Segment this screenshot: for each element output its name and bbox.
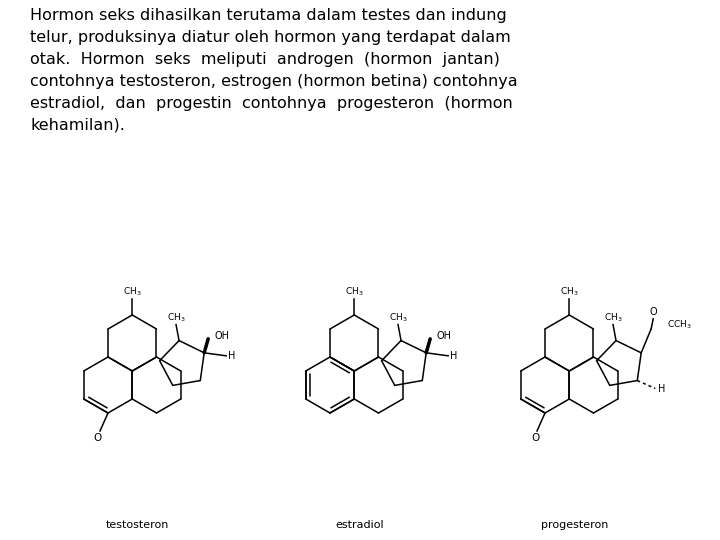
Text: OH: OH	[437, 331, 451, 341]
Text: H: H	[228, 351, 236, 361]
Text: CCH$_3$: CCH$_3$	[667, 319, 692, 331]
Text: O: O	[531, 433, 539, 443]
Text: Hormon seks dihasilkan terutama dalam testes dan indung
telur, produksinya diatu: Hormon seks dihasilkan terutama dalam te…	[30, 8, 518, 133]
Text: H: H	[657, 383, 665, 394]
Text: CH$_3$: CH$_3$	[389, 312, 408, 324]
Text: CH$_3$: CH$_3$	[345, 286, 364, 298]
Text: CH$_3$: CH$_3$	[167, 312, 185, 324]
Text: progesteron: progesteron	[541, 520, 608, 530]
Text: CH$_3$: CH$_3$	[123, 286, 142, 298]
Text: O: O	[94, 433, 102, 443]
Text: CH$_3$: CH$_3$	[604, 312, 622, 324]
Text: OH: OH	[215, 331, 230, 341]
Text: H: H	[451, 351, 458, 361]
Text: testosteron: testosteron	[106, 520, 169, 530]
Text: estradiol: estradiol	[335, 520, 384, 530]
Text: O: O	[649, 307, 657, 317]
Text: CH$_3$: CH$_3$	[560, 286, 579, 298]
